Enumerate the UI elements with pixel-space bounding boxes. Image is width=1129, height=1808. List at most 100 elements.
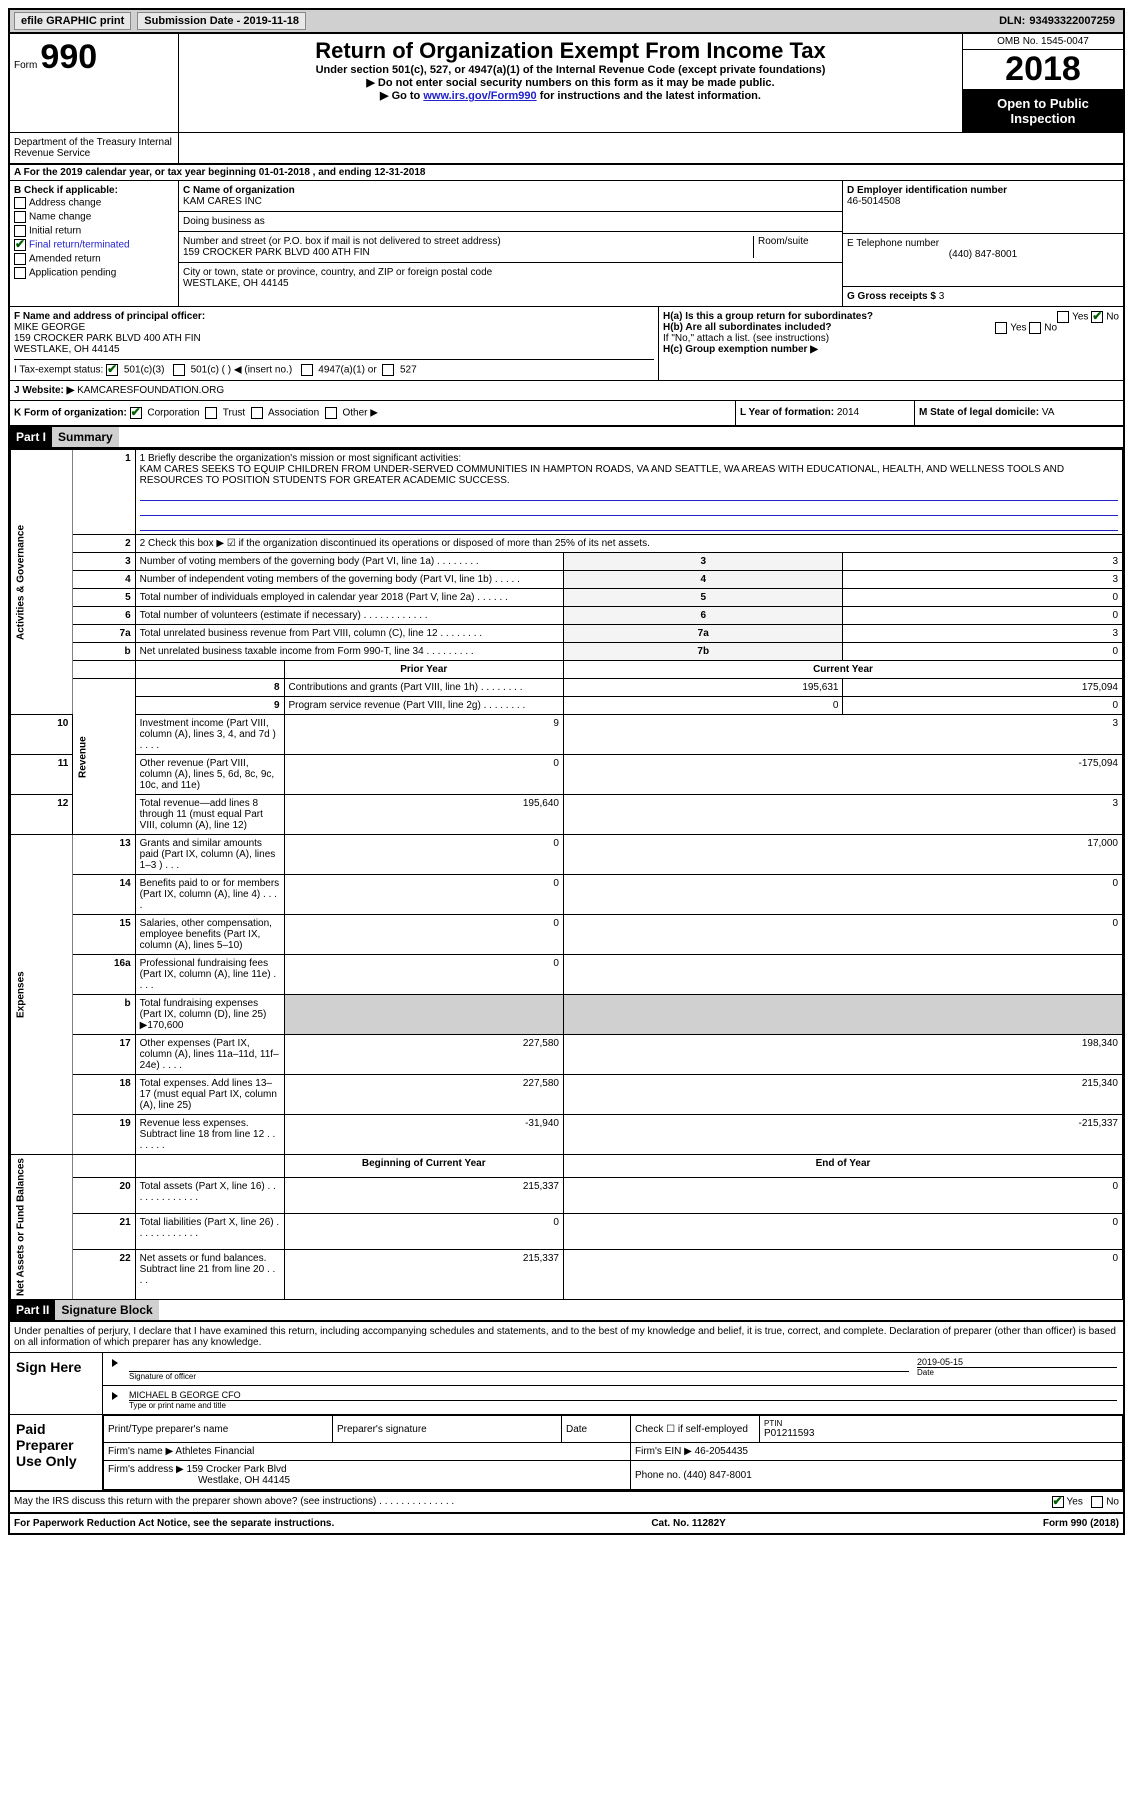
current-val: 17,000: [563, 835, 1122, 875]
line-num: 5: [73, 589, 135, 607]
sign-here-row: Sign Here Signature of officer 2019-05-1…: [10, 1353, 1123, 1415]
net-row: 20Total assets (Part X, line 16) . . . .…: [11, 1177, 1123, 1213]
firm-phone-value: (440) 847-8001: [683, 1470, 751, 1481]
box-m-label: M State of legal domicile:: [919, 407, 1042, 418]
cb-address-change[interactable]: Address change: [14, 196, 174, 210]
line-desc: Revenue less expenses. Subtract line 18 …: [135, 1115, 284, 1155]
cb-ha-yes[interactable]: [1057, 311, 1069, 323]
line-desc: Total liabilities (Part X, line 26) . . …: [135, 1213, 284, 1249]
submission-date-button[interactable]: Submission Date - 2019-11-18: [137, 12, 306, 30]
preparer-table: Print/Type preparer's name Preparer's si…: [103, 1415, 1123, 1490]
footer-row: For Paperwork Reduction Act Notice, see …: [10, 1512, 1123, 1533]
prior-val: 0: [284, 875, 563, 915]
cb-trust[interactable]: [205, 407, 217, 419]
current-val: 0: [843, 697, 1123, 715]
current-val: 3: [563, 795, 1122, 835]
header-row: Form 990 Return of Organization Exempt F…: [10, 34, 1123, 133]
cb-hb-no[interactable]: [1029, 322, 1041, 334]
dept-row: Department of the Treasury Internal Reve…: [10, 133, 1123, 165]
current-val: 175,094: [843, 679, 1123, 697]
line-desc: Salaries, other compensation, employee b…: [135, 915, 284, 955]
box-l-value: 2014: [837, 407, 859, 418]
omb-number: OMB No. 1545-0047: [963, 34, 1123, 50]
net-row: 21Total liabilities (Part X, line 26) . …: [11, 1213, 1123, 1249]
cb-other[interactable]: [325, 407, 337, 419]
box-c: C Name of organization KAM CARES INC Doi…: [179, 181, 843, 306]
efile-button[interactable]: efile GRAPHIC print: [14, 12, 131, 30]
cb-assoc[interactable]: [251, 407, 263, 419]
cb-discuss-yes[interactable]: [1052, 1496, 1064, 1508]
cb-name-change[interactable]: Name change: [14, 210, 174, 224]
dln-label: DLN:: [999, 15, 1025, 27]
declaration-text: Under penalties of perjury, I declare th…: [10, 1322, 1123, 1353]
instr2-post: for instructions and the latest informat…: [537, 90, 761, 102]
cb-final-return[interactable]: Final return/terminated: [14, 238, 174, 252]
row-klm: K Form of organization: Corporation Trus…: [10, 401, 1123, 427]
exp-row: 14Benefits paid to or for members (Part …: [11, 875, 1123, 915]
line-desc: Total number of volunteers (estimate if …: [135, 607, 563, 625]
cb-amended-return[interactable]: Amended return: [14, 252, 174, 266]
sig-officer-label: Signature of officer: [129, 1372, 909, 1381]
cb-527[interactable]: [382, 364, 394, 376]
part2-header-row: Part IISignature Block: [10, 1300, 1123, 1322]
exp-row: 19Revenue less expenses. Subtract line 1…: [11, 1115, 1123, 1155]
line-num: 9: [135, 697, 284, 715]
footer-right: Form 990 (2018): [1043, 1518, 1119, 1529]
row-j: J Website: ▶ KAMCARESFOUNDATION.ORG: [10, 381, 1123, 401]
cb-corp[interactable]: [130, 407, 142, 419]
gov-row: 7aTotal unrelated business revenue from …: [11, 625, 1123, 643]
line-ref: 4: [563, 571, 842, 589]
line-desc: Program service revenue (Part VIII, line…: [284, 697, 563, 715]
cb-501c3[interactable]: [106, 364, 118, 376]
mission-text: KAM CARES SEEKS TO EQUIP CHILDREN FROM U…: [140, 464, 1118, 486]
cb-ha-no[interactable]: [1091, 311, 1103, 323]
box-m-value: VA: [1042, 407, 1055, 418]
blank-line: [140, 501, 1118, 516]
triangle-icon: [112, 1359, 118, 1367]
end-val: 0: [563, 1177, 1122, 1213]
box-de: D Employer identification number 46-5014…: [843, 181, 1123, 306]
org-name-label: C Name of organization: [183, 185, 838, 196]
cb-hb-yes[interactable]: [995, 322, 1007, 334]
begin-val: 0: [284, 1213, 563, 1249]
officer-label: F Name and address of principal officer:: [14, 311, 654, 322]
line-desc: Total assets (Part X, line 16) . . . . .…: [135, 1177, 284, 1213]
part2-header: Part II: [10, 1300, 55, 1320]
cb-4947[interactable]: [301, 364, 313, 376]
end-val: 0: [563, 1250, 1122, 1300]
form-number-box: Form 990: [10, 34, 179, 132]
side-label-expenses: Expenses: [11, 835, 73, 1155]
form-number: 990: [40, 38, 97, 76]
cb-application-pending[interactable]: Application pending: [14, 266, 174, 280]
firm-name-value: Athletes Financial: [175, 1446, 254, 1457]
city-label: City or town, state or province, country…: [183, 267, 838, 278]
prep-date-label: Date: [562, 1416, 631, 1443]
exp-row: 16aProfessional fundraising fees (Part I…: [11, 955, 1123, 995]
cb-501c[interactable]: [173, 364, 185, 376]
opt-501c: 501(c) ( ) ◀ (insert no.): [191, 365, 293, 376]
prep-check-label: Check ☐ if self-employed: [631, 1416, 760, 1443]
ein-label: D Employer identification number: [847, 185, 1119, 196]
box-h: H(a) Is this a group return for subordin…: [659, 307, 1123, 380]
exp-row: 18Total expenses. Add lines 13–17 (must …: [11, 1075, 1123, 1115]
room-suite-label: Room/suite: [754, 236, 838, 258]
rev-row: 9Program service revenue (Part VIII, lin…: [11, 697, 1123, 715]
sig-date-label: Date: [917, 1368, 1117, 1377]
footer-left: For Paperwork Reduction Act Notice, see …: [14, 1518, 334, 1529]
line-desc: Other expenses (Part IX, column (A), lin…: [135, 1035, 284, 1075]
cb-discuss-no[interactable]: [1091, 1496, 1103, 1508]
info-grid: B Check if applicable: Address change Na…: [10, 181, 1123, 307]
part1-header-row: Part ISummary: [10, 427, 1123, 449]
current-year-header: Current Year: [563, 661, 1122, 679]
instruction-2: ▶ Go to www.irs.gov/Form990 for instruct…: [183, 89, 958, 102]
opt-corp: Corporation: [147, 408, 199, 419]
discuss-row: May the IRS discuss this return with the…: [10, 1491, 1123, 1512]
form990-link[interactable]: www.irs.gov/Form990: [423, 90, 536, 102]
blank-line: [140, 516, 1118, 531]
cb-label: Address change: [29, 198, 101, 209]
line-desc: Other revenue (Part VIII, column (A), li…: [135, 755, 284, 795]
officer-printed-name: MICHAEL B GEORGE CFO: [129, 1390, 1117, 1401]
line-val: 3: [843, 625, 1123, 643]
cb-initial-return[interactable]: Initial return: [14, 224, 174, 238]
line-num: b: [73, 995, 135, 1035]
